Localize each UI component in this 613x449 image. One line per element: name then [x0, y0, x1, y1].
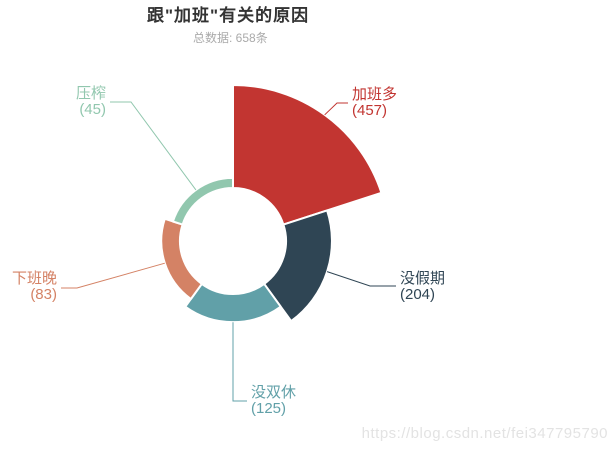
slice-label-name-压榨: 压榨: [76, 84, 106, 102]
pie-sector-压榨[interactable]: [171, 176, 234, 226]
slice-label-value-没假期: (204): [400, 286, 435, 303]
label-line-加班多: [324, 102, 348, 116]
slice-label-value-压榨: (45): [79, 101, 106, 118]
label-line-下班晚: [61, 262, 165, 289]
slice-label-name-没假期: 没假期: [400, 270, 445, 287]
label-line-压榨: [110, 101, 197, 191]
chart-title: 跟"加班"有关的原因: [147, 6, 310, 25]
pie-sector-没双休[interactable]: [184, 282, 282, 324]
slice-label-value-下班晚: (83): [30, 286, 57, 303]
slice-label-value-加班多: (457): [352, 102, 387, 119]
chart-subtitle: 总数据: 658条: [193, 31, 268, 45]
pie-sector-没假期[interactable]: [263, 209, 333, 323]
watermark-url: https://blog.csdn.net/fei347795790: [361, 425, 608, 442]
slice-label-value-没双休: (125): [251, 400, 286, 417]
slice-label-name-下班晚: 下班晚: [12, 270, 57, 287]
label-line-没假期: [326, 271, 396, 287]
pie-sector-下班晚[interactable]: [160, 217, 203, 300]
slice-label-name-没双休: 没双休: [251, 384, 296, 401]
label-line-没双休: [232, 322, 247, 402]
pie-sector-加班多[interactable]: [232, 84, 383, 226]
slice-label-name-加班多: 加班多: [352, 86, 397, 103]
